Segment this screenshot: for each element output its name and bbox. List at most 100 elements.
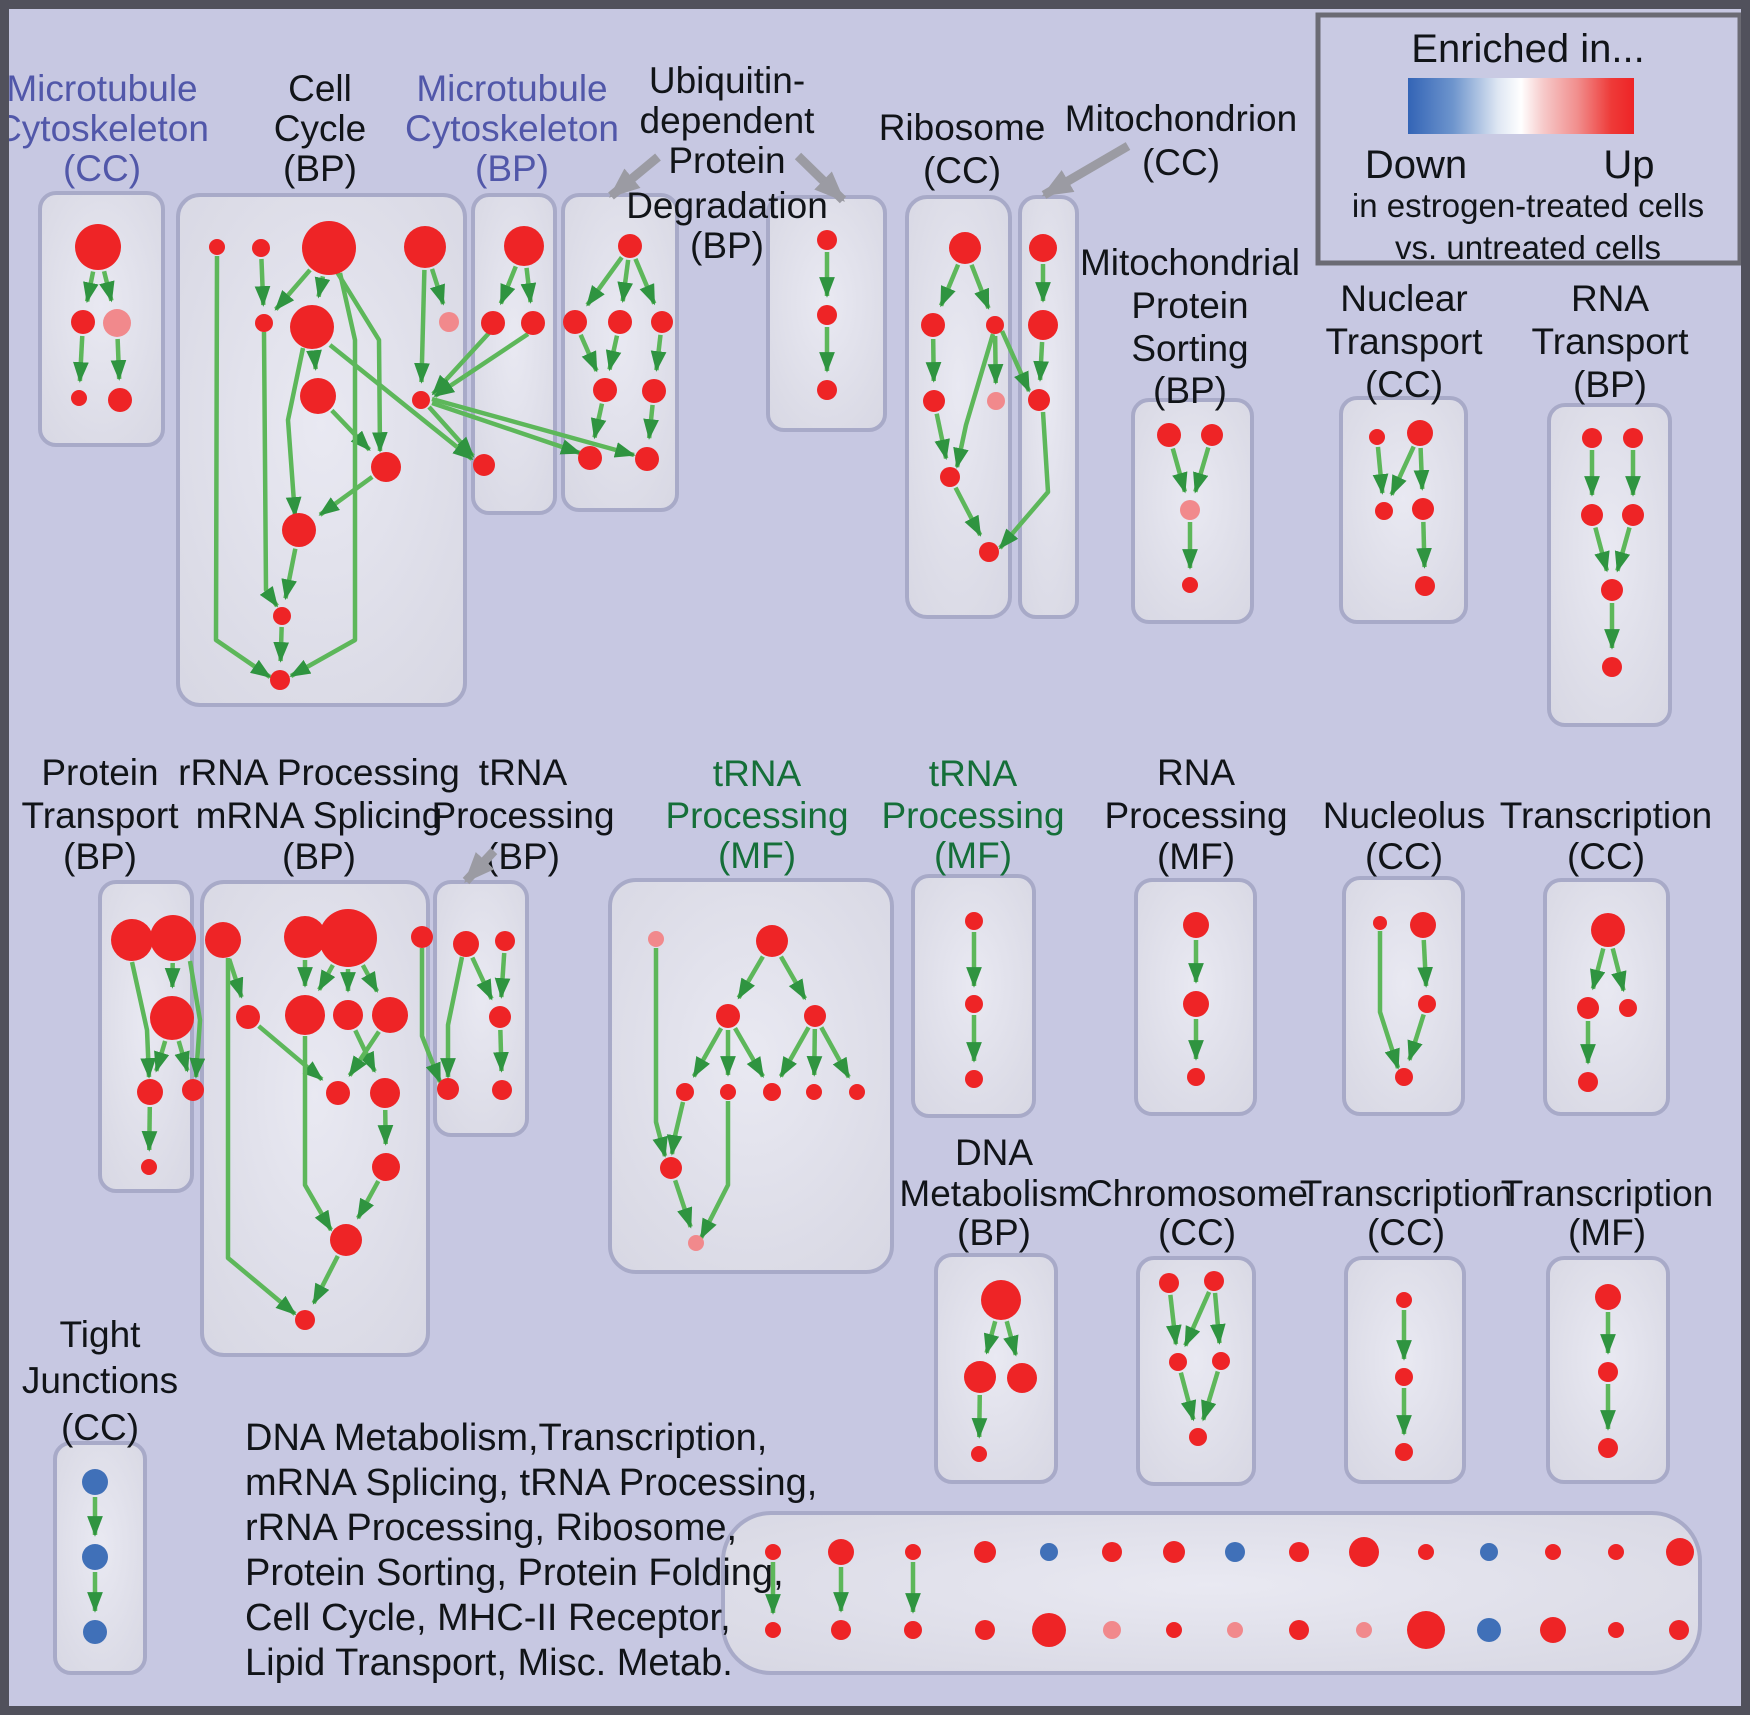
go-term-node-up [563,310,587,334]
edge-arrow-ubiquitin-main [633,258,657,306]
go-term-node-down [1480,1543,1498,1561]
edge-arrow-dna-metabolism [983,1320,1000,1355]
cluster-label-protein-transport: (BP) [63,836,137,877]
go-term-node-up [205,922,241,958]
edge-arrow-chromosome [1183,1291,1212,1348]
go-term-node-weak-up [1103,1621,1121,1639]
cluster-box-chromosome [1136,1256,1256,1486]
go-term-node-up [1395,1443,1413,1461]
cluster-label-trna-bp: tRNA [479,752,568,793]
go-term-node-up [949,232,981,264]
go-term-node-up [765,1622,781,1638]
go-term-node-up [1189,1428,1207,1446]
cluster-label-ribosome: (CC) [923,150,1001,191]
cluster-label-trna-mf-1: (MF) [718,835,796,876]
cross-cluster-edge-arrow [431,400,582,456]
cross-cluster-edge-arrow [999,330,1032,393]
edge-arrow-chromosome [1209,1292,1226,1345]
cluster-label-transcription-mf: Transcription [1501,1173,1713,1214]
go-term-node-up [411,926,433,948]
go-term-node-up [1289,1542,1309,1562]
go-term-node-up [1163,1541,1185,1563]
cluster-label-cell-cycle: Cycle [274,108,367,149]
cross-cluster-edge-arrow [328,343,474,461]
go-term-node-up [1623,428,1643,448]
go-term-node-up [1577,997,1599,1019]
legend-subtitle-line2: vs. untreated cells [1395,229,1661,266]
edge-arrow-nuclear-transport [1413,447,1430,491]
go-term-node-up [71,310,95,334]
edge-arrow-nucleolus [1377,931,1401,1070]
cluster-label-ubiquitin-main: Ubiquitin- [649,60,805,101]
annotation-line: Lipid Transport, Misc. Metab. [245,1642,733,1684]
go-term-node-up [763,1083,781,1101]
cluster-label-dna-metabolism: Metabolism [899,1173,1088,1214]
edge-arrow-nuclear-transport [1389,445,1416,497]
go-term-node-up [1375,502,1393,520]
go-term-node-up [295,1310,315,1330]
cluster-box-nucleolus [1342,876,1465,1116]
edge-arrow-ubiquitin-main [605,335,622,372]
edge-arrow-cell-cycle [306,349,322,371]
cluster-label-trna-mf-2: Processing [881,795,1064,836]
go-term-node-up [150,996,194,1040]
go-term-node-up [1187,1068,1205,1086]
go-term-node-weak-up [439,312,459,332]
cluster-label-protein-transport: Transport [22,795,180,836]
go-term-node-up [370,1078,400,1108]
cluster-label-transcription-cc-bottom: (CC) [1367,1212,1445,1253]
edge-arrow-dna-metabolism [1003,1320,1019,1357]
cluster-box-nuclear-transport [1339,396,1468,624]
go-term-node-up [209,239,225,255]
go-term-node-up [1349,1537,1379,1567]
go-term-node-up [372,1153,400,1181]
edge-arrow-cell-cycle [414,269,430,384]
go-term-node-up [182,1079,204,1101]
go-term-node-up [284,916,326,958]
go-term-node-up [372,997,408,1033]
go-term-node-up [676,1083,694,1101]
cluster-label-dna-metabolism: DNA [955,1132,1033,1173]
go-term-node-up [720,1084,736,1100]
go-term-node-up [1669,1620,1689,1640]
go-term-node-down [83,1620,107,1644]
edge-arrow-trna-mf-1 [806,1028,823,1077]
edge-arrow-microtubule-bp [498,265,518,306]
edge-arrow-cell-cycle [314,275,331,299]
go-term-node-up [593,378,617,402]
edge-arrow-transcription-cc-mid [1610,947,1627,993]
go-term-node-up [905,1544,921,1560]
cluster-label-mito-protein-sorting: Protein [1131,285,1248,326]
cluster-label-mito-protein-sorting: Sorting [1131,328,1248,369]
cluster-label-mito-protein-sorting: (BP) [1153,370,1227,411]
annotation-line: Protein Sorting, Protein Folding, [245,1552,784,1594]
cluster-label-nucleolus: (CC) [1365,836,1443,877]
cluster-label-ubiquitin-main: dependent [640,100,816,141]
go-term-node-up [1418,995,1436,1013]
cluster-label-microtubule-cc: Cytoskeleton [0,108,209,149]
edge-arrow-microtubule-cc [73,335,89,383]
go-term-node-up [1032,1613,1066,1647]
cluster-box-rrna-mrna [200,880,430,1357]
cross-cluster-edge-arrow [431,396,636,458]
go-term-node-up [481,311,505,335]
edge-arrow-chromosome [1178,1372,1197,1422]
go-term-node-up [1028,310,1058,340]
go-term-node-up [756,925,788,957]
go-term-node-up [971,1446,987,1462]
cluster-label-cell-cycle: Cell [288,68,352,109]
edge-arrow-cell-cycle [318,475,374,517]
go-term-node-up [578,446,602,470]
go-term-node-up [1619,999,1637,1017]
cluster-label-rrna-mrna: rRNA Processing [178,752,460,793]
edge-arrow-trna-mf-1 [698,1101,731,1240]
go-term-node-up [1157,423,1181,447]
go-term-node-up [974,1541,996,1563]
go-term-node-up [326,1081,350,1105]
edge-arrow-protein-transport [129,961,157,1079]
go-term-node-up [1410,912,1436,938]
go-term-node-weak-up [103,309,131,337]
cluster-label-ubiquitin-main: Protein [668,140,785,181]
cluster-label-nuclear-transport: Transport [1326,321,1484,362]
